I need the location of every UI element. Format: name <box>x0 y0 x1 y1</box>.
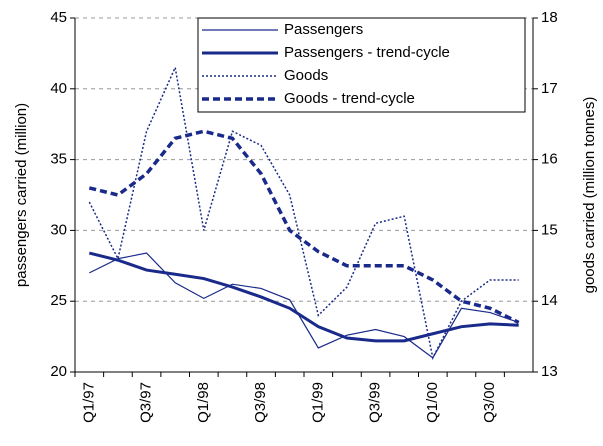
x-tick-label: Q3/98 <box>252 382 269 423</box>
legend-box <box>197 17 526 113</box>
series-line <box>89 252 519 359</box>
y2-tick-label: 15 <box>541 221 558 238</box>
x-tick-label: Q3/99 <box>367 382 384 423</box>
y2-tick-label: 16 <box>541 151 558 168</box>
y-tick-label: 40 <box>50 80 67 97</box>
x-tick-label: Q1/99 <box>309 382 326 423</box>
x-tick-label: Q1/98 <box>195 382 212 423</box>
y2-tick-label: 13 <box>541 363 558 380</box>
y2-tick-label: 14 <box>541 292 558 309</box>
series-line <box>88 129 520 325</box>
legend-label: Goods - trend-cycle <box>284 90 415 107</box>
y2-axis-label: goods carried (million tonnes) <box>581 97 598 294</box>
x-tick-label: Q1/97 <box>80 382 97 423</box>
y-tick-label: 35 <box>50 151 67 168</box>
x-tick-label: Q3/00 <box>481 382 498 423</box>
y-tick-label: 20 <box>50 363 67 380</box>
x-tick-label: Q3/97 <box>138 382 155 423</box>
y-tick-label: 45 <box>50 9 67 26</box>
y-tick-label: 30 <box>50 221 67 238</box>
series-line <box>88 65 519 361</box>
y-tick-label: 25 <box>50 292 67 309</box>
legend-label: Goods <box>284 67 328 84</box>
x-tick-label: Q1/00 <box>424 382 441 423</box>
legend-label: Passengers <box>284 21 363 38</box>
y2-tick-label: 17 <box>541 80 558 97</box>
y-axis-label: passengers carried (million) <box>13 103 30 287</box>
legend-label: Passengers - trend-cycle <box>284 44 450 61</box>
y2-tick-label: 18 <box>541 9 558 26</box>
